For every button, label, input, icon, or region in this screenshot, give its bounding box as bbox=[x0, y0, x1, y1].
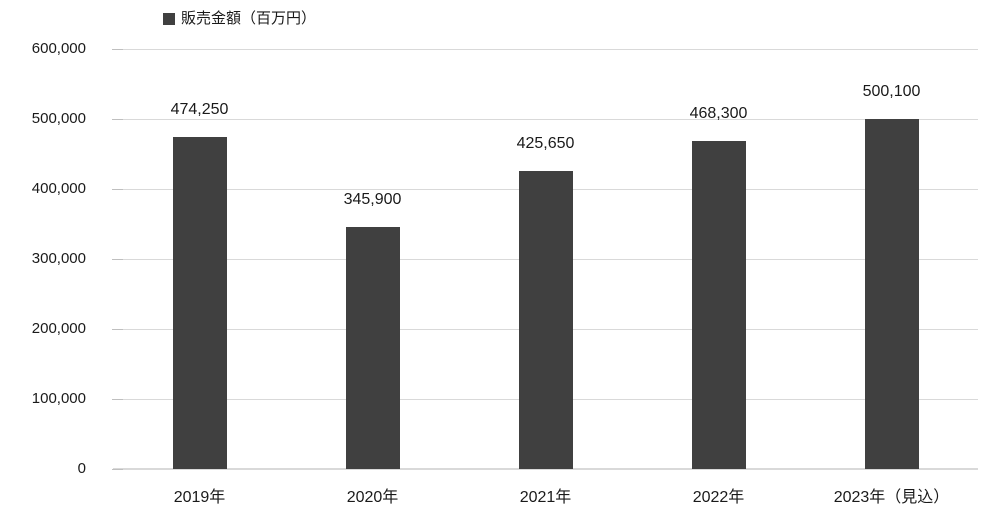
bar-value-label: 468,300 bbox=[689, 105, 748, 123]
bar-value-label: 500,100 bbox=[862, 82, 921, 100]
bar-value-label: 345,900 bbox=[343, 190, 402, 208]
bar-value-label: 474,250 bbox=[170, 101, 229, 119]
gridline bbox=[113, 49, 978, 50]
x-axis-label: 2019年 bbox=[173, 489, 226, 506]
chart-legend: 販売金額（百万円） bbox=[163, 11, 316, 27]
bar bbox=[864, 118, 919, 469]
y-axis-tick bbox=[112, 259, 123, 260]
bar bbox=[345, 226, 400, 469]
x-axis-line bbox=[113, 468, 978, 470]
bar bbox=[172, 137, 227, 469]
y-axis-tick-label: 400,000 bbox=[31, 180, 86, 197]
x-axis-label: 2022年 bbox=[692, 489, 745, 506]
y-axis-tick-label: 0 bbox=[77, 460, 86, 477]
y-axis-tick bbox=[112, 399, 123, 400]
x-axis-label: 2023年（見込） bbox=[833, 489, 950, 506]
y-axis-tick bbox=[112, 469, 123, 470]
x-axis-label: 2020年 bbox=[346, 489, 399, 506]
gridline bbox=[113, 119, 978, 120]
y-axis-tick-label: 100,000 bbox=[31, 390, 86, 407]
y-axis-tick-label: 500,000 bbox=[31, 110, 86, 127]
bar-value-label: 425,650 bbox=[516, 135, 575, 153]
y-axis-tick bbox=[112, 189, 123, 190]
legend-series-label: 販売金額（百万円） bbox=[181, 10, 317, 27]
legend-marker-icon bbox=[163, 13, 175, 25]
x-axis-label: 2021年 bbox=[519, 489, 572, 506]
y-axis-tick-label: 300,000 bbox=[31, 250, 86, 267]
bar bbox=[691, 141, 746, 469]
y-axis-tick-label: 200,000 bbox=[31, 320, 86, 337]
y-axis-tick bbox=[112, 49, 123, 50]
y-axis-tick-label: 600,000 bbox=[31, 40, 86, 57]
y-axis-tick bbox=[112, 119, 123, 120]
y-axis-tick bbox=[112, 329, 123, 330]
bar bbox=[518, 171, 573, 469]
